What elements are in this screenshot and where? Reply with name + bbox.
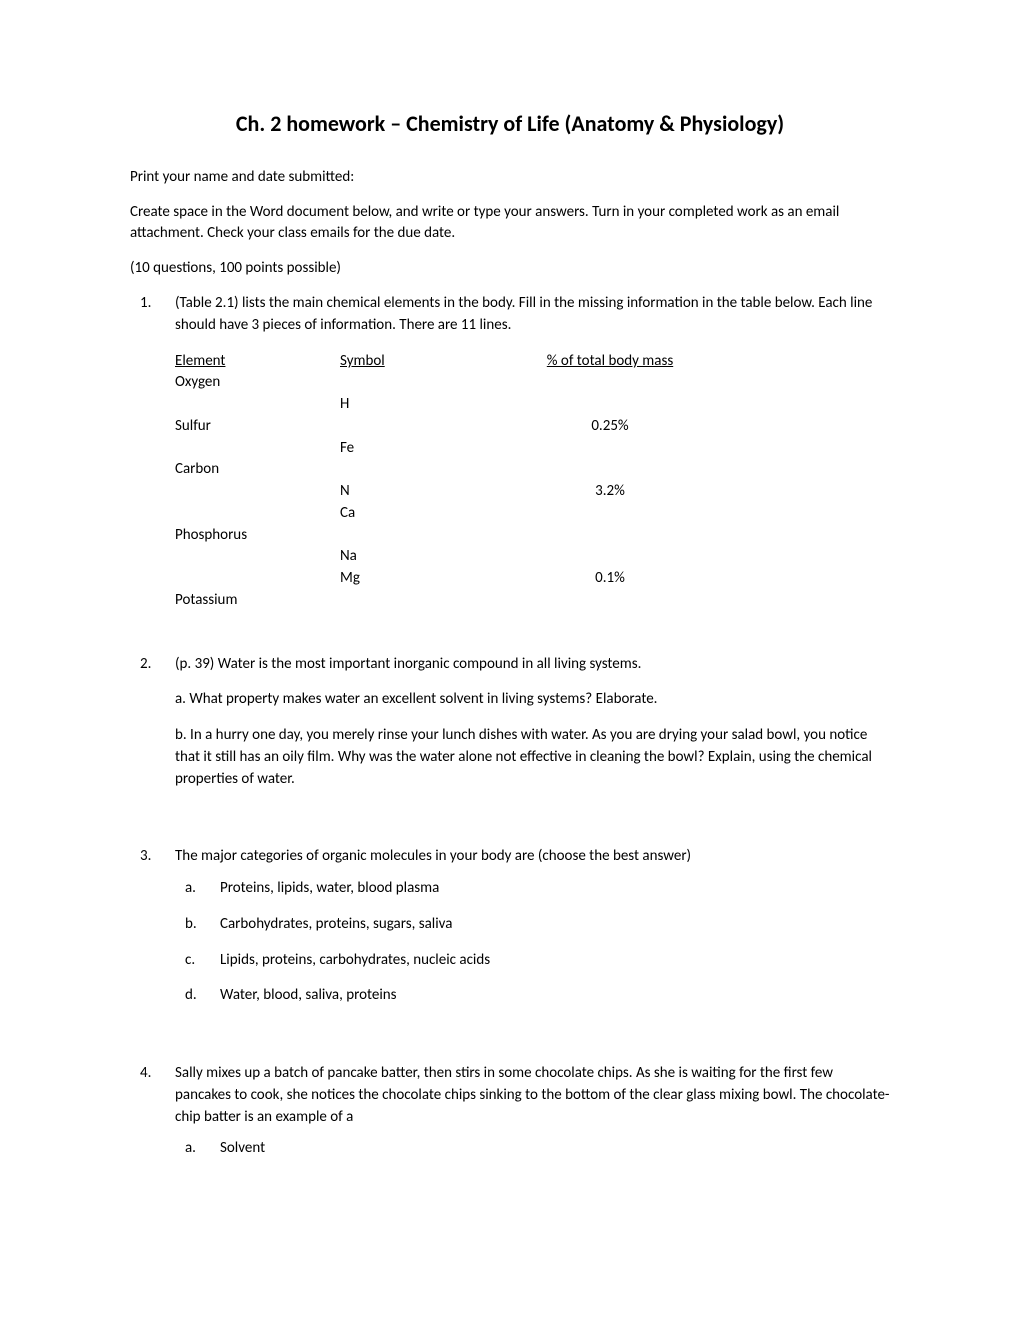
table-row: Sulfur 0.25% <box>175 416 890 438</box>
table-row: Ca <box>175 503 890 525</box>
table-row: Fe <box>175 438 890 460</box>
spacer <box>130 816 890 846</box>
page-title: Ch. 2 homework – Chemistry of Life (Anat… <box>130 110 890 137</box>
q4-text: Sally mixes up a batch of pancake batter… <box>175 1063 890 1128</box>
q3-option-c: c. Lipids, proteins, carbohydrates, nucl… <box>175 950 890 972</box>
spacer <box>130 1033 890 1063</box>
intro-line-3: (10 questions, 100 points possible) <box>130 258 890 279</box>
table-row: N 3.2% <box>175 481 890 503</box>
intro-line-1: Print your name and date submitted: <box>130 167 890 188</box>
header-symbol: Symbol <box>340 351 510 373</box>
q2-number: 2. <box>130 654 175 805</box>
q3-text: The major categories of organic molecule… <box>175 846 890 868</box>
q3-option-d: d. Water, blood, saliva, proteins <box>175 985 890 1007</box>
q2-part-a: a. What property makes water an excellen… <box>175 689 890 711</box>
q3-option-a: a. Proteins, lipids, water, blood plasma <box>175 878 890 900</box>
intro-line-2: Create space in the Word document below,… <box>130 202 890 244</box>
q2-part-b: b. In a hurry one day, you merely rinse … <box>175 725 890 790</box>
q4-content: Sally mixes up a batch of pancake batter… <box>175 1063 890 1174</box>
q4-number: 4. <box>130 1063 175 1174</box>
header-element: Element <box>175 351 340 373</box>
question-3: 3. The major categories of organic molec… <box>130 846 890 1021</box>
q1-table: Element Symbol % of total body mass Oxyg… <box>175 351 890 612</box>
table-row: Mg 0.1% <box>175 568 890 590</box>
q1-table-header: Element Symbol % of total body mass <box>175 351 890 373</box>
q2-text: (p. 39) Water is the most important inor… <box>175 654 890 676</box>
question-list: 1. (Table 2.1) lists the main chemical e… <box>130 293 890 1174</box>
q4-option-a: a. Solvent <box>175 1138 890 1160</box>
q1-text: (Table 2.1) lists the main chemical elem… <box>175 293 890 337</box>
q3-options: a. Proteins, lipids, water, blood plasma… <box>175 878 890 1007</box>
q3-option-b: b. Carbohydrates, proteins, sugars, sali… <box>175 914 890 936</box>
question-1: 1. (Table 2.1) lists the main chemical e… <box>130 293 890 642</box>
table-row: Carbon <box>175 459 890 481</box>
q2-content: (p. 39) Water is the most important inor… <box>175 654 890 805</box>
table-row: Na <box>175 546 890 568</box>
question-2: 2. (p. 39) Water is the most important i… <box>130 654 890 805</box>
q1-number: 1. <box>130 293 175 642</box>
table-row: Phosphorus <box>175 525 890 547</box>
table-row: Oxygen <box>175 372 890 394</box>
header-pct: % of total body mass <box>510 351 710 373</box>
table-row: Potassium <box>175 590 890 612</box>
question-4: 4. Sally mixes up a batch of pancake bat… <box>130 1063 890 1174</box>
q3-content: The major categories of organic molecule… <box>175 846 890 1021</box>
q4-options: a. Solvent <box>175 1138 890 1160</box>
table-row: H <box>175 394 890 416</box>
document-page: Ch. 2 homework – Chemistry of Life (Anat… <box>0 0 1020 1246</box>
q1-content: (Table 2.1) lists the main chemical elem… <box>175 293 890 642</box>
q3-number: 3. <box>130 846 175 1021</box>
